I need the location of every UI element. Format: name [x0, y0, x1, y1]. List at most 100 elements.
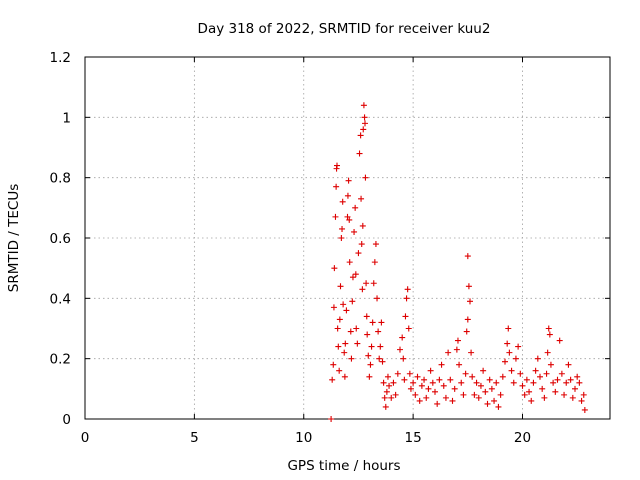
- data-point: [484, 400, 491, 407]
- data-point: [554, 376, 561, 383]
- data-point: [468, 349, 475, 356]
- data-point: [438, 361, 445, 368]
- data-point: [401, 376, 408, 383]
- data-point: [550, 379, 557, 386]
- data-point: [341, 349, 348, 356]
- data-point: [517, 370, 524, 377]
- data-point: [543, 370, 550, 377]
- data-point: [453, 346, 460, 353]
- data-point: [348, 355, 355, 362]
- data-point: [367, 361, 374, 368]
- data-point: [338, 235, 345, 241]
- data-point: [576, 379, 583, 386]
- data-point: [402, 313, 409, 320]
- data-point: [333, 183, 340, 190]
- data-point: [495, 403, 502, 410]
- data-point: [544, 349, 551, 356]
- data-point: [329, 376, 336, 383]
- data-point: [427, 367, 434, 374]
- data-point: [381, 394, 388, 401]
- data-point: [482, 388, 489, 395]
- data-point: [336, 316, 343, 323]
- x-tick-label: 10: [295, 430, 312, 446]
- data-point: [567, 376, 574, 383]
- data-point: [330, 361, 337, 368]
- data-point: [368, 343, 375, 350]
- data-point: [379, 358, 386, 365]
- data-point: [477, 382, 484, 389]
- data-point: [458, 379, 465, 386]
- data-point: [578, 397, 585, 404]
- data-point: [556, 337, 563, 344]
- data-point: [331, 265, 338, 272]
- x-tick-label: 5: [190, 430, 199, 446]
- data-point: [574, 373, 581, 380]
- data-point: [332, 213, 339, 220]
- data-point: [353, 325, 360, 332]
- x-tick-label: 0: [81, 430, 90, 446]
- data-point: [351, 228, 358, 235]
- data-point: [510, 379, 517, 386]
- data-point: [423, 394, 430, 401]
- data-point: [378, 319, 385, 326]
- data-point: [499, 373, 506, 380]
- data-point: [486, 376, 493, 383]
- data-point: [506, 349, 513, 356]
- data-point: [421, 376, 428, 383]
- data-point: [337, 283, 344, 290]
- y-axis-label: SRMTID / TECUs: [6, 184, 22, 292]
- data-point: [469, 373, 476, 380]
- data-point: [363, 280, 370, 287]
- data-point: [537, 373, 543, 380]
- data-point: [502, 358, 508, 365]
- data-point: [528, 397, 535, 404]
- data-point: [383, 388, 390, 395]
- data-point: [416, 397, 423, 404]
- data-point: [371, 259, 378, 266]
- data-point: [375, 328, 382, 335]
- data-point: [358, 195, 365, 202]
- data-point: [392, 391, 399, 398]
- data-point: [400, 355, 407, 362]
- data-point: [384, 373, 391, 380]
- data-point: [539, 385, 546, 392]
- data-point: [515, 343, 522, 350]
- data-point: [394, 370, 401, 377]
- data-point: [369, 319, 376, 326]
- data-point: [440, 382, 447, 389]
- data-point: [345, 177, 352, 184]
- data-point: [471, 391, 478, 398]
- data-point: [370, 280, 377, 287]
- grid-lines: [85, 57, 610, 419]
- data-point: [386, 382, 393, 389]
- data-point: [467, 298, 473, 305]
- data-point: [399, 334, 406, 341]
- data-point: [344, 213, 351, 220]
- data-point: [561, 391, 568, 398]
- data-point: [374, 295, 381, 302]
- data-point: [388, 394, 395, 401]
- data-point: [442, 394, 449, 401]
- data-point: [491, 397, 498, 404]
- data-point: [519, 382, 526, 389]
- data-point: [546, 331, 553, 338]
- data-point: [403, 295, 410, 302]
- y-tick-label: 0.2: [50, 352, 71, 368]
- data-point: [358, 241, 365, 248]
- data-point: [464, 316, 471, 323]
- plot-frame: [84, 56, 611, 420]
- data-point: [436, 376, 443, 383]
- x-tick-label: 15: [405, 430, 422, 446]
- data-point: [445, 349, 452, 356]
- data-point: [342, 340, 349, 347]
- x-tick-label: 20: [514, 430, 531, 446]
- data-point: [512, 355, 519, 362]
- data-point: [406, 370, 413, 377]
- data-point: [465, 283, 472, 290]
- data-point: [581, 406, 588, 413]
- data-point: [382, 403, 389, 410]
- data-point: [334, 162, 340, 169]
- data-point: [454, 337, 461, 344]
- y-tick-label: 0.8: [50, 171, 71, 187]
